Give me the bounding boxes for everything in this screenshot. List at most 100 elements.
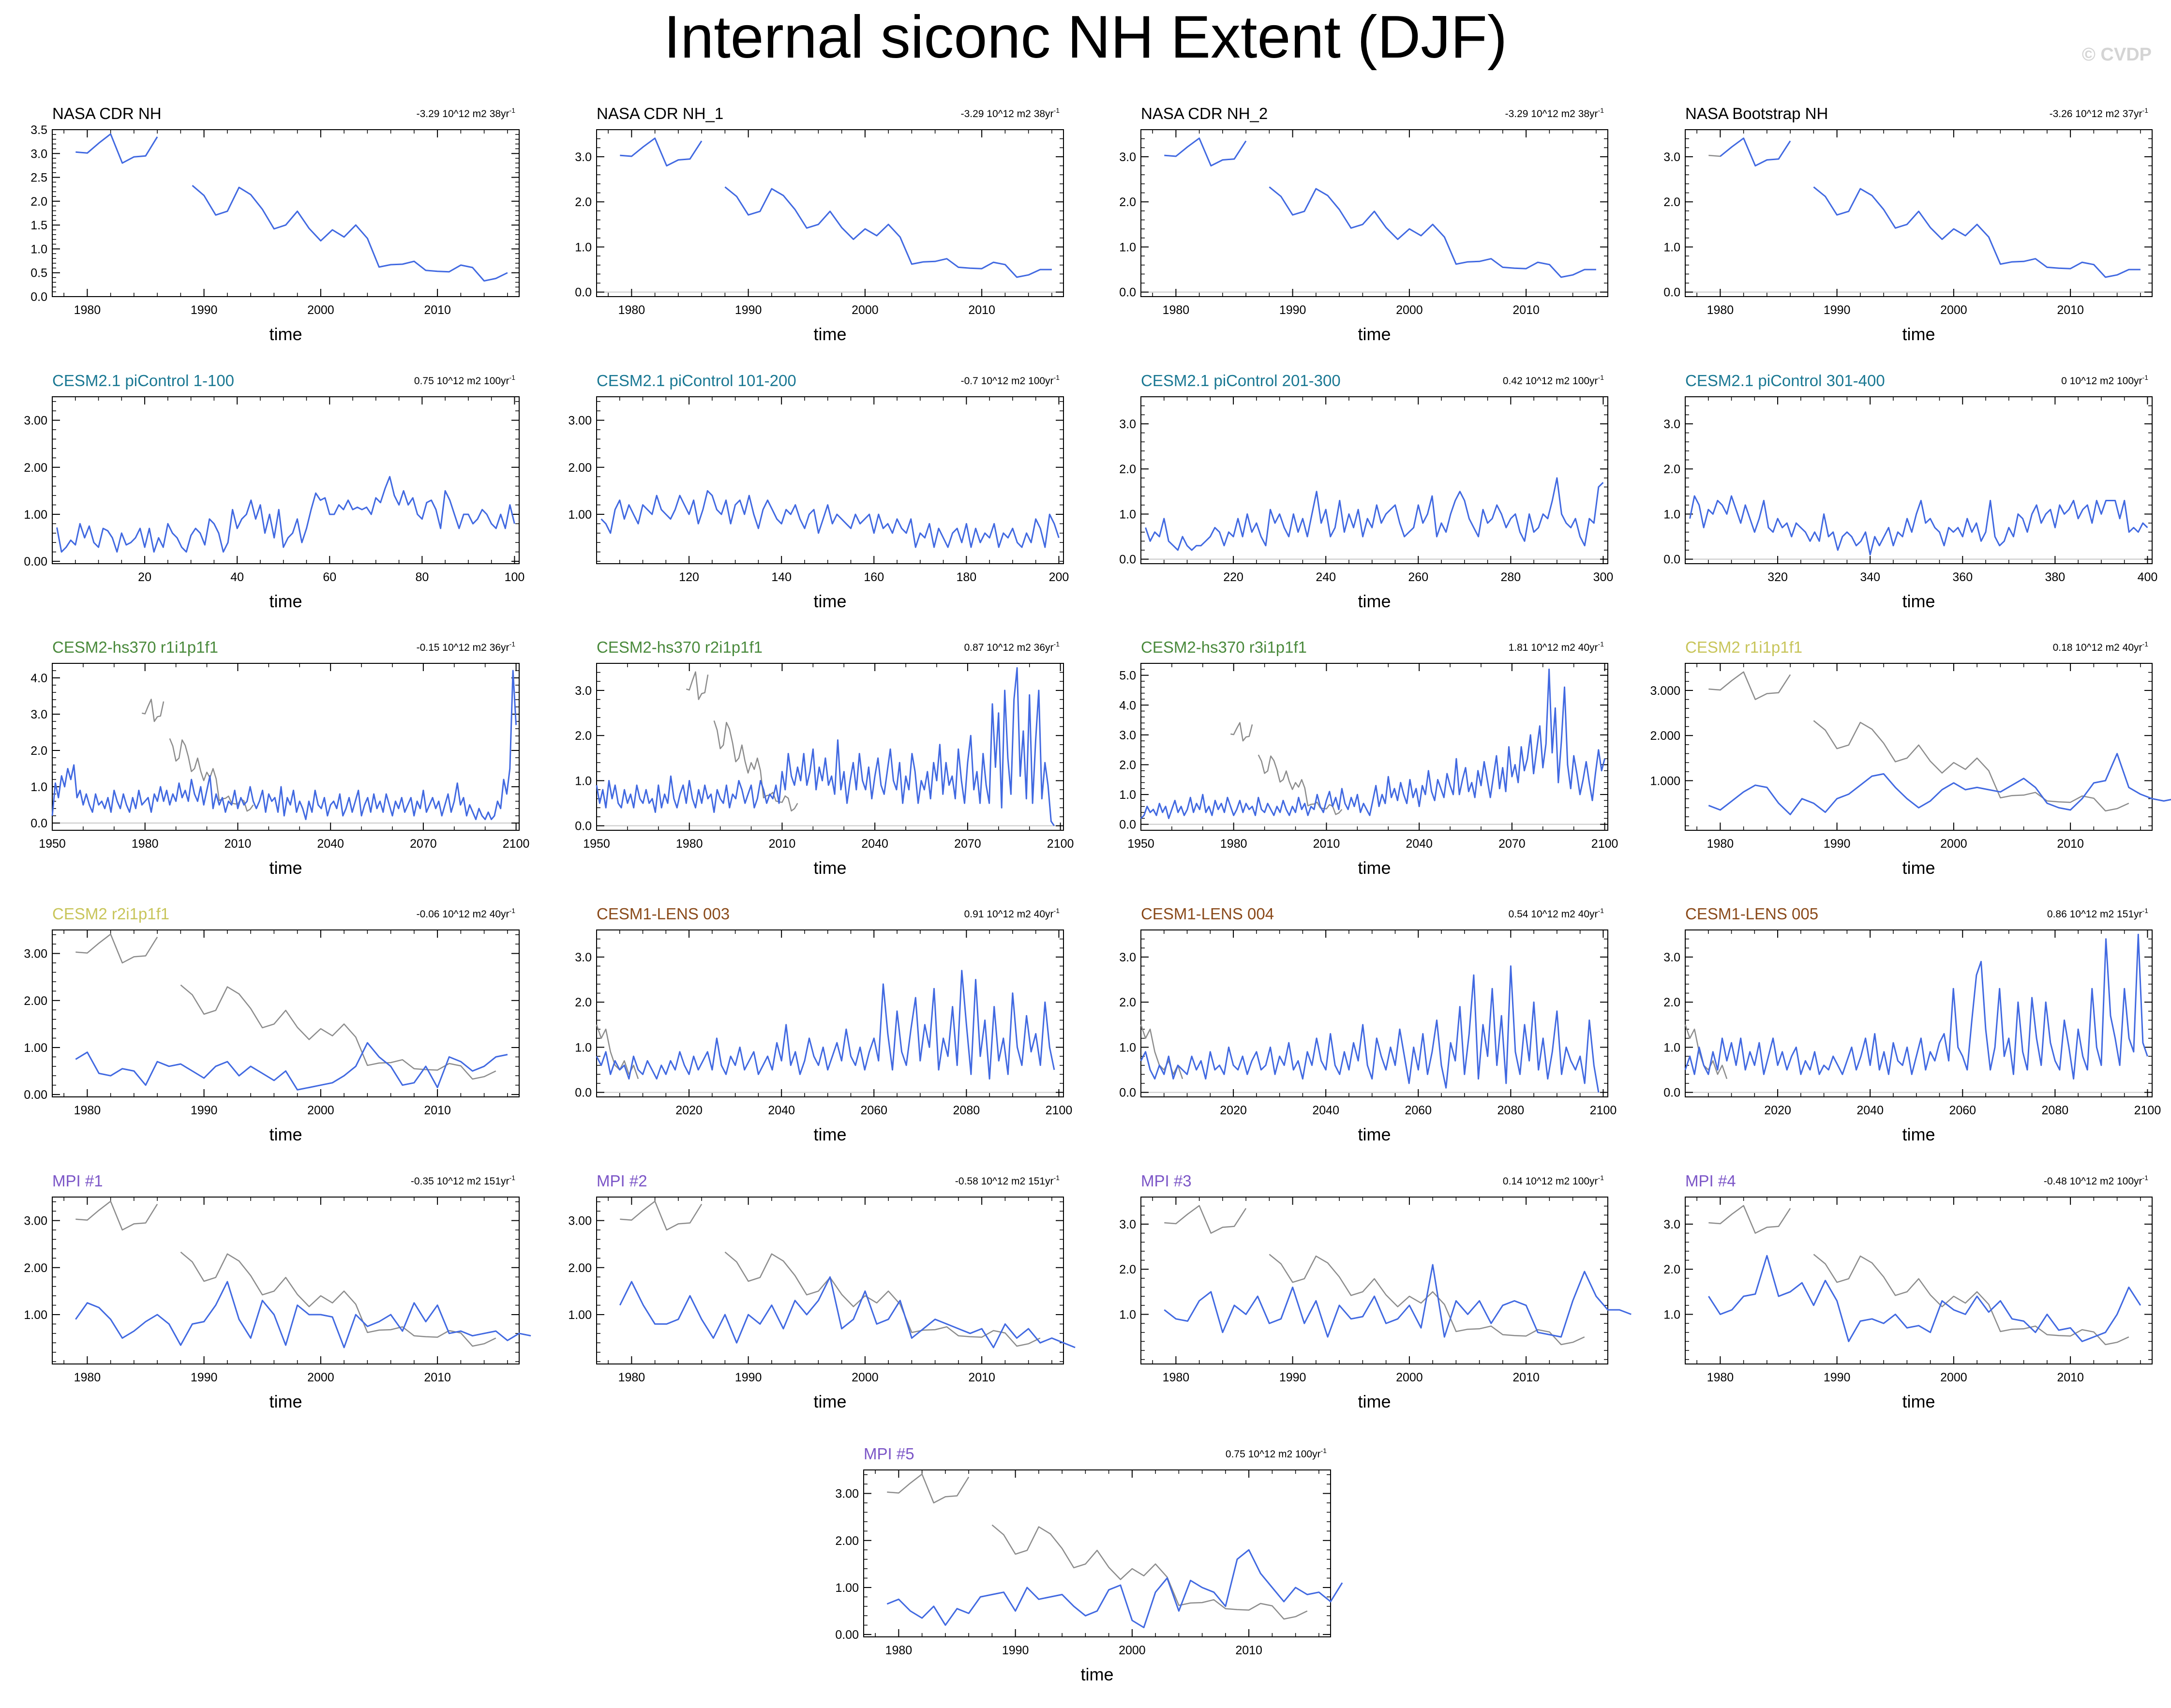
y-tick-label: 3.000 [1650,684,1680,698]
x-tick-label: 120 [679,570,699,584]
x-tick-label: 2010 [2057,303,2084,317]
y-tick-label: 1.0 [575,1041,592,1054]
x-tick-label: 1980 [885,1644,913,1657]
model-series-line [1684,933,2148,1080]
panel-title: CESM2-hs370 r2i1p1f1 [597,638,763,656]
trend-label: -3.29 10^12 m2 38yr-1 [1505,106,1604,120]
model-series-line [75,1042,508,1091]
model-series-line [596,667,1055,826]
trend-label: -0.35 10^12 m2 151yr-1 [411,1174,515,1187]
y-tick-label: 2.0 [1119,1263,1136,1276]
x-tick-label: 2020 [1220,1104,1247,1117]
y-tick-label: 1.5 [30,219,47,232]
x-tick-label: 2000 [307,1371,334,1384]
plot-frame [1685,129,2153,297]
trend-label: 0.75 10^12 m2 100yr-1 [414,374,515,387]
y-tick-label: 2.0 [1663,1263,1680,1276]
trend-label: 1.81 10^12 m2 40yr-1 [1509,640,1604,653]
x-axis-label: time [1358,1392,1391,1411]
x-tick-label: 2010 [1512,303,1540,317]
chart-panel: NASA CDR NH -3.29 10^12 m2 38yr-1 1980 1990… [30,105,520,344]
x-axis-label: time [1902,858,1935,878]
y-tick-label: 3.0 [1663,951,1680,964]
x-tick-label: 2010 [968,1371,995,1384]
plot-frame [52,129,520,297]
y-tick-label: 3.0 [1119,729,1136,742]
y-tick-label: 0.0 [575,286,592,300]
x-axis-label: time [1902,1392,1935,1411]
y-tick-label: 0.0 [575,820,592,833]
x-tick-label: 2010 [769,837,796,851]
y-tick-label: 1.0 [1663,240,1680,254]
y-tick-label: 1.0 [1119,1041,1136,1054]
trend-label: 0.14 10^12 m2 100yr-1 [1503,1174,1604,1187]
panel-title: CESM2.1 piControl 301-400 [1685,372,1885,390]
trend-label: -3.29 10^12 m2 38yr-1 [961,106,1060,120]
chart-panel: CESM1-LENS 004 0.54 10^12 m2 40yr-1 2020 20… [1119,905,1617,1144]
page-title: Internal siconc NH Extent (DJF) [663,4,1508,71]
trend-exponent: -1 [509,640,516,648]
x-axis-label: time [813,1392,846,1411]
x-tick-label: 320 [1767,570,1788,584]
y-tick-label: 2.0 [1663,463,1680,476]
y-tick-label: 1.0 [1663,1041,1680,1054]
y-tick-label: 3.0 [1119,1218,1136,1231]
chart-panel: CESM2 r2i1p1f1 -0.06 10^12 m2 40yr-1 1980 1… [24,905,520,1144]
plot-frame [1140,929,1608,1097]
y-tick-label: 2.0 [1663,996,1680,1009]
y-tick-label: 0.0 [1119,1086,1136,1100]
x-tick-label: 2000 [1940,303,1967,317]
trend-label: -0.06 10^12 m2 40yr-1 [417,907,516,920]
x-tick-label: 1990 [191,1104,218,1117]
y-tick-label: 1.0 [1119,1308,1136,1321]
x-tick-label: 2100 [1591,837,1618,851]
plot-frame [596,396,1064,564]
trend-exponent: -1 [1054,374,1060,381]
chart-panel: MPI #4 -0.48 10^12 m2 100yr-1 1980 1990 2000… [1663,1172,2153,1411]
y-tick-label: 3.00 [24,947,47,961]
y-tick-label: 0.0 [1663,553,1680,567]
y-tick-label: 1.0 [575,240,592,254]
y-tick-label: 0.0 [1119,286,1136,300]
y-tick-label: 5.0 [1119,669,1136,683]
x-tick-label: 2010 [1313,837,1340,851]
x-tick-label: 2040 [861,837,888,851]
trend-exponent: -1 [1598,640,1604,648]
x-tick-label: 1990 [1279,1371,1306,1384]
plot-frame [1140,129,1608,297]
x-tick-label: 160 [864,570,884,584]
y-tick-label: 0.00 [835,1628,859,1642]
x-axis-label: time [269,324,302,344]
x-axis-label: time [813,858,846,878]
observed-series-line [1684,1024,1728,1079]
chart-panel: CESM2.1 piControl 301-400 0 10^12 m2 100y… [1663,372,2157,611]
trend-exponent: -1 [1054,1174,1060,1182]
x-tick-label: 1990 [1824,837,1851,851]
x-tick-label: 1990 [1824,1371,1851,1384]
x-tick-label: 20 [138,570,151,584]
y-tick-label: 0.5 [30,267,47,280]
chart-panel: CESM2-hs370 r2i1p1f1 0.87 10^12 m2 36yr-1… [575,638,1074,878]
x-axis-label: time [1358,1124,1391,1144]
x-tick-label: 2020 [1764,1104,1791,1117]
y-tick-label: 3.0 [575,684,592,698]
trend-label: 0.91 10^12 m2 40yr-1 [964,907,1060,920]
trend-exponent: -1 [2142,907,2149,914]
y-tick-label: 2.00 [24,461,47,475]
observed-series-line [1708,671,2129,812]
x-tick-label: 2080 [2042,1104,2069,1117]
x-tick-label: 2000 [852,1371,879,1384]
model-series-line [1164,137,1596,278]
chart-panel: CESM1-LENS 005 0.86 10^12 m2 151yr-1 2020 2… [1663,905,2161,1144]
x-tick-label: 2000 [1396,1371,1423,1384]
y-tick-label: 2.00 [568,461,592,475]
y-tick-label: 3.00 [568,414,592,428]
y-tick-label: 2.0 [30,195,47,209]
x-tick-label: 2070 [410,837,437,851]
observed-series-line [596,1024,639,1079]
x-tick-label: 1980 [1163,303,1190,317]
x-tick-label: 1990 [191,1371,218,1384]
x-tick-label: 2010 [225,837,252,851]
x-tick-label: 1950 [583,837,610,851]
chart-panel: NASA CDR NH_1 -3.29 10^12 m2 38yr-1 1980 19… [575,105,1064,344]
